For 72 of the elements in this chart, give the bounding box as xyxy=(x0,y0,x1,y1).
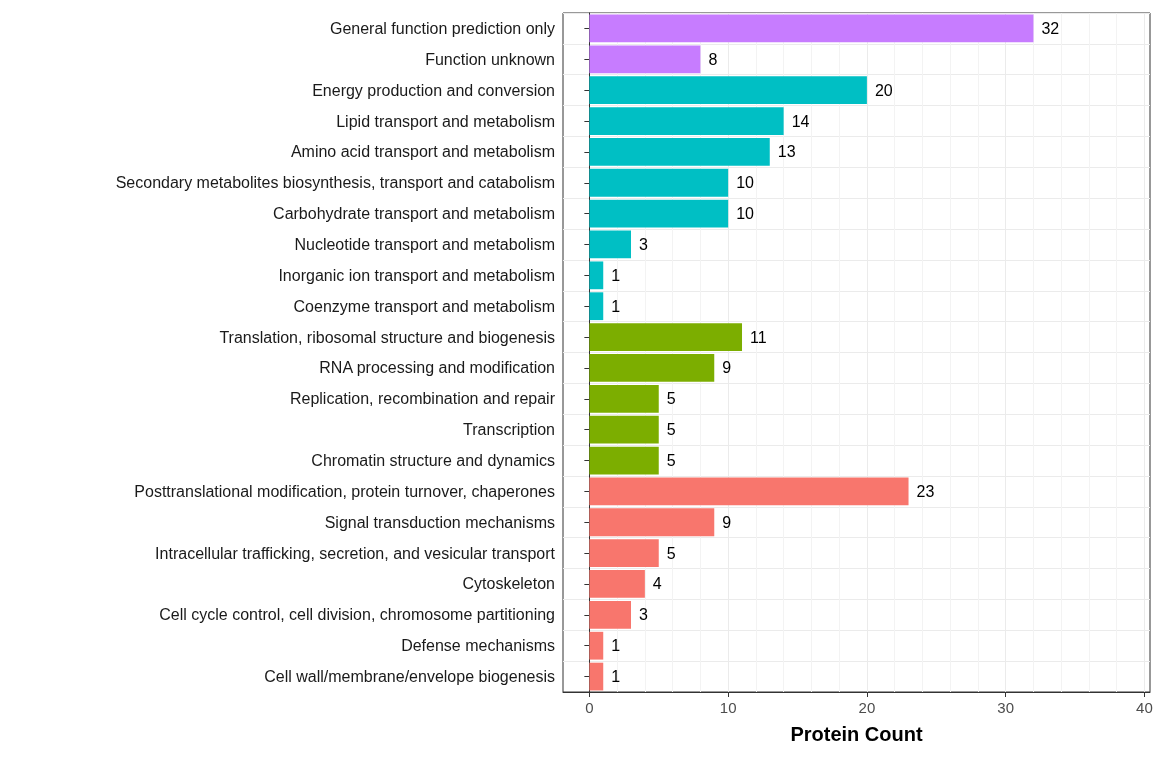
bar xyxy=(589,292,604,321)
x-tick-label: 0 xyxy=(585,699,594,716)
y-tick-label: Translation, ribosomal structure and biogenesis xyxy=(219,328,555,346)
data-label: 1 xyxy=(611,266,621,284)
bar xyxy=(589,477,909,506)
y-tick-label: Replication, recombination and repair xyxy=(289,390,556,408)
data-label: 5 xyxy=(666,390,676,408)
y-tick-label: Coenzyme transport and metabolism xyxy=(293,297,555,315)
y-tick-label: Lipid transport and metabolism xyxy=(336,112,555,130)
data-label: 8 xyxy=(708,50,718,68)
y-tick-label: Secondary metabolites biosynthesis, transport and catabolism xyxy=(115,174,555,192)
bar xyxy=(589,631,604,660)
bar xyxy=(589,107,784,135)
y-tick-label: Amino acid transport and metabolism xyxy=(290,143,555,161)
data-label: 5 xyxy=(666,421,676,439)
bar xyxy=(589,662,604,691)
bar xyxy=(589,45,701,74)
bar xyxy=(589,230,631,259)
data-label: 5 xyxy=(666,544,676,562)
y-tick-label: Cell cycle control, cell division, chromosome partitioning xyxy=(159,606,555,624)
bar xyxy=(589,323,743,351)
bar xyxy=(589,570,645,598)
x-tick-label: 10 xyxy=(719,699,737,716)
y-tick-label: Posttranslational modification, protein turnover, chaperones xyxy=(134,482,555,500)
x-axis-title: Protein Count xyxy=(790,723,923,745)
data-label: 4 xyxy=(652,575,662,593)
y-tick-label: Signal transduction mechanisms xyxy=(324,513,555,531)
data-label: 14 xyxy=(791,112,810,130)
bar xyxy=(589,14,1034,43)
y-tick-label: Function unknown xyxy=(425,50,555,68)
y-tick-label: RNA processing and modification xyxy=(319,359,555,377)
data-label: 9 xyxy=(722,359,732,377)
data-label: 1 xyxy=(611,668,621,686)
bar xyxy=(589,539,659,567)
bar xyxy=(589,384,659,413)
bar xyxy=(589,261,604,290)
y-tick-label: Carbohydrate transport and metabolism xyxy=(273,205,555,223)
bar xyxy=(589,508,715,537)
data-label: 32 xyxy=(1041,19,1060,37)
data-label: 11 xyxy=(750,328,767,346)
x-tick-label: 40 xyxy=(1136,699,1153,716)
bar xyxy=(589,138,770,166)
data-label: 9 xyxy=(722,513,732,531)
data-label: 10 xyxy=(736,205,755,223)
bar xyxy=(589,76,867,105)
y-tick-label: Transcription xyxy=(463,421,555,439)
y-tick-label: Defense mechanisms xyxy=(401,637,555,655)
data-label: 3 xyxy=(639,606,648,624)
data-label: 1 xyxy=(611,637,621,655)
y-tick-label: Chromatin structure and dynamics xyxy=(311,452,555,470)
bar xyxy=(589,415,659,444)
y-tick-label: General function prediction only xyxy=(329,19,555,37)
data-label: 5 xyxy=(666,452,676,470)
y-tick-label: Intracellular trafficking, secretion, and vesicular transport xyxy=(155,544,556,562)
data-label: 1 xyxy=(611,297,621,315)
y-tick-label: Inorganic ion transport and metabolism xyxy=(278,266,555,284)
y-tick-label: Nucleotide transport and metabolism xyxy=(294,235,555,253)
bar xyxy=(589,168,729,197)
y-tick-label: Cell wall/membrane/envelope biogenesis xyxy=(264,668,555,686)
bar xyxy=(589,199,729,228)
y-tick-label: Energy production and conversion xyxy=(312,81,555,99)
bar xyxy=(589,600,631,629)
x-tick-label: 20 xyxy=(858,699,876,716)
data-label: 13 xyxy=(777,143,796,161)
data-label: 20 xyxy=(874,81,893,99)
bar xyxy=(589,446,659,475)
bar xyxy=(589,354,715,382)
y-tick-label: Cytoskeleton xyxy=(462,575,555,593)
x-tick-label: 30 xyxy=(997,699,1015,716)
data-label: 23 xyxy=(916,482,935,500)
data-label: 10 xyxy=(736,174,755,192)
data-label: 3 xyxy=(639,235,648,253)
